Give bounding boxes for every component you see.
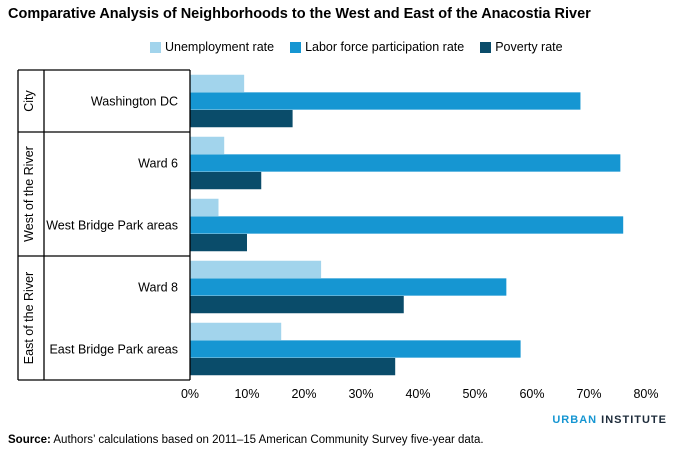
- legend-swatch-poverty: [480, 41, 492, 53]
- category-label: Ward 8: [138, 281, 178, 295]
- x-tick-label: 0%: [181, 387, 199, 401]
- bar-poverty-0: [190, 109, 293, 128]
- bar-poverty-4: [190, 357, 396, 376]
- x-tick-label: 30%: [348, 387, 373, 401]
- category-label: Ward 6: [138, 157, 178, 171]
- x-tick-label: 50%: [462, 387, 487, 401]
- x-tick-label: 40%: [405, 387, 430, 401]
- legend-label-unemployment: Unemployment rate: [165, 40, 275, 54]
- urban-institute-logo: URBAN INSTITUTE: [552, 414, 667, 426]
- bar-unemployment-1: [190, 136, 225, 155]
- x-tick-label: 20%: [291, 387, 316, 401]
- x-tick-label: 60%: [519, 387, 544, 401]
- source-text: Authors’ calculations based on 2011–15 A…: [53, 434, 484, 446]
- bar-labor-force-2: [190, 216, 624, 234]
- x-tick-label: 70%: [576, 387, 601, 401]
- group-label: East of the River: [22, 272, 36, 364]
- bar-poverty-2: [190, 233, 247, 252]
- x-tick-label: 80%: [633, 387, 658, 401]
- category-label: Washington DC: [91, 95, 178, 109]
- legend-item-unemployment: Unemployment rate: [150, 40, 274, 54]
- chart-title: Comparative Analysis of Neighborhoods to…: [8, 6, 591, 22]
- brand-first: URBAN: [552, 414, 598, 426]
- chart-legend: Unemployment rate Labor force participat…: [150, 40, 563, 54]
- legend-item-poverty: Poverty rate: [480, 40, 563, 54]
- legend-swatch-unemployment: [150, 41, 161, 53]
- legend-label-labor-force: Labor force participation rate: [305, 40, 465, 54]
- group-label: City: [22, 89, 36, 111]
- bar-labor-force-1: [190, 154, 621, 172]
- bar-poverty-1: [190, 171, 262, 190]
- source-label: Source:: [8, 434, 51, 446]
- x-tick-label: 10%: [234, 387, 259, 401]
- category-label: West Bridge Park areas: [46, 219, 178, 233]
- legend-label-poverty: Poverty rate: [495, 40, 563, 54]
- bar-unemployment-2: [190, 198, 219, 217]
- legend-swatch-labor-force: [290, 41, 302, 53]
- bar-labor-force-3: [190, 278, 507, 296]
- bar-unemployment-3: [190, 260, 322, 279]
- source-note: Source: Authors’ calculations based on 2…: [8, 434, 484, 446]
- group-label: West of the River: [22, 146, 36, 242]
- bar-labor-force-0: [190, 92, 581, 110]
- bar-unemployment-0: [190, 74, 245, 93]
- brand-second: INSTITUTE: [601, 414, 667, 426]
- bar-labor-force-4: [190, 340, 521, 358]
- bar-poverty-3: [190, 295, 404, 314]
- legend-item-labor-force: Labor force participation rate: [290, 40, 464, 54]
- category-label: East Bridge Park areas: [49, 343, 178, 357]
- bar-unemployment-4: [190, 322, 282, 341]
